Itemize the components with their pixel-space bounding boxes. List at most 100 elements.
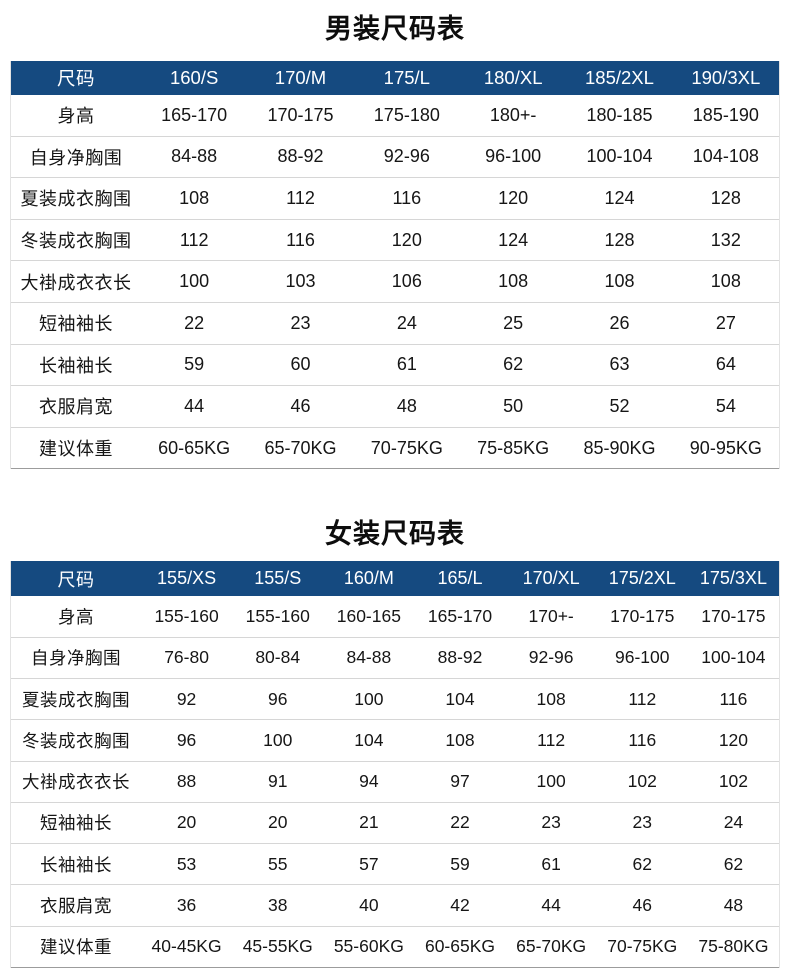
data-cell: 62 — [632, 853, 652, 874]
data-cell: 175-180 — [373, 104, 440, 125]
data-cell: 23 — [541, 812, 561, 833]
data-cell: 48 — [396, 395, 417, 416]
row-label-cell: 自身净胸围 — [29, 147, 123, 168]
table-row: 衣服肩宽 44 46 48 50 52 54 — [11, 386, 779, 428]
data-cell: 65-70KG — [516, 936, 587, 957]
data-cell: 170+- — [528, 605, 574, 626]
data-cell: 88 — [176, 771, 197, 792]
row-label-cell: 大褂成衣衣长 — [22, 772, 130, 793]
data-cell: 170-175 — [610, 605, 675, 626]
table-row: 夏装成衣胸围 108 112 116 120 124 128 — [11, 178, 779, 220]
data-cell: 44 — [541, 895, 561, 916]
data-cell: 25 — [503, 312, 524, 333]
data-cell: 62 — [503, 354, 524, 375]
data-cell: 120 — [498, 187, 529, 208]
data-cell: 108 — [536, 688, 566, 709]
data-cell: 132 — [710, 229, 741, 250]
data-cell: 54 — [715, 395, 736, 416]
data-cell: 108 — [179, 187, 210, 208]
data-cell: 155-160 — [245, 605, 310, 626]
data-cell: 116 — [719, 688, 748, 709]
data-cell: 88-92 — [277, 146, 324, 167]
data-cell: 62 — [723, 853, 744, 874]
header-size-cell: 185/2XL — [585, 67, 654, 88]
data-cell: 108 — [710, 271, 741, 292]
data-cell: 104 — [445, 688, 475, 709]
data-cell: 60 — [290, 354, 311, 375]
header-size-cell: 170/XL — [522, 568, 580, 589]
row-label-cell: 建议体重 — [40, 937, 112, 958]
data-cell: 112 — [286, 187, 315, 208]
data-cell: 65-70KG — [264, 437, 337, 458]
data-cell: 96 — [176, 729, 197, 750]
row-label-cell: 衣服肩宽 — [40, 896, 112, 917]
data-cell: 120 — [391, 229, 422, 250]
data-cell: 92-96 — [383, 146, 430, 167]
row-label-cell: 衣服肩宽 — [39, 397, 113, 418]
data-cell: 128 — [710, 187, 741, 208]
data-cell: 100-104 — [586, 146, 653, 167]
data-cell: 108 — [498, 271, 529, 292]
data-cell: 59 — [450, 853, 470, 874]
table-row: 大褂成衣衣长 100 103 106 108 108 108 — [11, 261, 779, 303]
data-cell: 50 — [503, 395, 524, 416]
data-cell: 128 — [604, 229, 635, 250]
data-cell: 61 — [541, 853, 561, 874]
header-label-cell: 尺码 — [56, 68, 95, 89]
row-label-cell: 身高 — [57, 106, 95, 127]
data-cell: 85-90KG — [583, 437, 656, 458]
row-label-cell: 身高 — [58, 606, 94, 627]
size-table-body: 身高 155-160 155-160 160-165 165-170 170+- 170-1… — [11, 596, 779, 969]
data-cell: 124 — [604, 187, 635, 208]
size-table-header: 尺码 155/XS 155/S 160/M 165/L 170/XL 175/2XL 175/… — [11, 561, 779, 597]
womens-table-title: 女装尺码表 — [325, 519, 465, 550]
row-label-cell: 长袖袖长 — [40, 854, 112, 875]
data-cell: 165-170 — [427, 605, 493, 626]
data-cell: 90-95KG — [689, 437, 762, 458]
table-row: 夏装成衣胸围 92 96 100 104 108 112 116 — [11, 679, 779, 721]
data-cell: 84-88 — [171, 146, 218, 167]
mens-size-table: 尺码 160/S 170/M 175/L 180/XL 185/2XL 190/3XL 身高… — [10, 61, 780, 470]
data-cell: 45-55KG — [242, 936, 313, 957]
data-cell: 80-84 — [255, 647, 301, 668]
data-cell: 52 — [609, 395, 630, 416]
data-cell: 102 — [718, 771, 749, 792]
data-cell: 116 — [392, 187, 422, 208]
data-cell: 97 — [450, 771, 470, 792]
data-cell: 21 — [359, 812, 379, 833]
data-cell: 59 — [184, 354, 205, 375]
data-cell: 46 — [632, 895, 652, 916]
header-size-cell: 160/S — [169, 67, 219, 88]
data-cell: 55 — [267, 853, 288, 874]
table-row: 短袖袖长 20 20 21 22 23 23 24 — [11, 803, 779, 845]
data-cell: 20 — [267, 812, 288, 833]
data-cell: 100 — [263, 729, 293, 750]
header-size-cell: 160/M — [343, 568, 394, 589]
mens-table-title: 男装尺码表 — [325, 14, 465, 44]
data-cell: 75-85KG — [477, 437, 550, 458]
data-cell: 155-160 — [154, 605, 219, 626]
data-cell: 112 — [628, 688, 657, 709]
header-size-cell: 175/L — [383, 67, 430, 88]
table-row: 自身净胸围 84-88 88-92 92-96 96-100 100-104 104-108 — [11, 137, 779, 179]
row-label-cell: 建议体重 — [39, 439, 113, 460]
data-cell: 170-175 — [701, 605, 766, 626]
data-cell: 116 — [628, 729, 657, 750]
data-cell: 23 — [290, 312, 311, 333]
data-cell: 102 — [627, 771, 657, 792]
table-row: 长袖袖长 59 60 61 62 63 64 — [11, 345, 779, 387]
data-cell: 40-45KG — [151, 936, 222, 957]
row-label-cell: 短袖袖长 — [40, 813, 112, 834]
data-cell: 88-92 — [437, 647, 483, 668]
data-cell: 100 — [179, 271, 210, 292]
size-table-body: 身高 165-170 170-175 175-180 180+- 180-185 185-1… — [11, 95, 779, 470]
table-row: 建议体重 60-65KG 65-70KG 70-75KG 75-85KG 85-90KG 9… — [11, 428, 779, 470]
data-cell: 84-88 — [346, 647, 392, 668]
data-cell: 124 — [498, 229, 529, 250]
data-cell: 20 — [176, 812, 197, 833]
row-label-cell: 冬装成衣胸围 — [20, 231, 132, 252]
data-cell: 96 — [267, 688, 288, 709]
header-size-cell: 165/L — [437, 568, 483, 589]
table-row: 冬装成衣胸围 96 100 104 108 112 116 120 — [11, 720, 779, 762]
